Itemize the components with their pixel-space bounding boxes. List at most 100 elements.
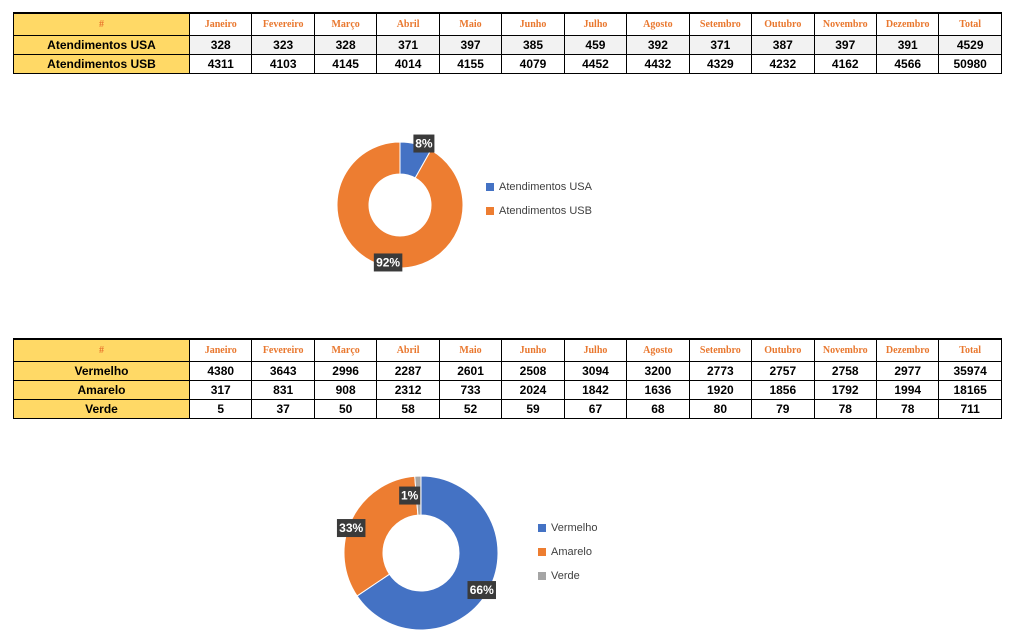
table-cell: 328	[188, 35, 253, 55]
table-cell: 908	[313, 380, 378, 400]
data-label: 1%	[399, 486, 421, 505]
table-cell: 79	[751, 399, 815, 419]
month-header: Total	[938, 12, 1002, 36]
month-header: Junho	[501, 338, 565, 362]
table-cell: 50	[313, 399, 378, 419]
donut-slice	[343, 475, 419, 597]
table-cell: 385	[501, 35, 565, 55]
table-cell: 2977	[875, 361, 940, 381]
corner-cell: #	[13, 338, 190, 362]
table-cell: 323	[251, 35, 315, 55]
table-atendimentos: # Janeiro Fevereiro Março Abril Maio Junho Julh…	[13, 12, 1002, 74]
row-label: Atendimentos USA	[13, 35, 190, 55]
data-label-badge	[373, 253, 403, 272]
legend-swatch	[538, 548, 546, 556]
month-header: Setembro	[688, 338, 753, 362]
table-cell: 2757	[751, 361, 815, 381]
month-header: Total	[938, 338, 1002, 362]
donut-chart-atendimentos: 8% 92%	[336, 134, 464, 272]
month-header: Novembro	[813, 12, 877, 36]
data-label: 33%	[336, 519, 366, 538]
row-label: Verde	[13, 399, 190, 419]
table-cell: 4311	[188, 54, 253, 74]
table-cell: 4566	[875, 54, 940, 74]
table-cell: 2996	[313, 361, 378, 381]
table-cell: 391	[875, 35, 940, 55]
month-header: Agosto	[626, 12, 690, 36]
legend-label: Verde	[551, 570, 580, 582]
donut-slice	[356, 475, 499, 631]
table-cell: 68	[626, 399, 690, 419]
month-header: Novembro	[813, 338, 877, 362]
table-cell: 2024	[501, 380, 565, 400]
table-cell: 387	[751, 35, 815, 55]
table-cell: 52	[438, 399, 503, 419]
data-label: 92%	[373, 253, 403, 272]
legend-label: Atendimentos USA	[499, 181, 592, 193]
data-label-text: 66%	[470, 583, 494, 597]
legend-item: Amarelo	[538, 540, 597, 564]
month-header: Março	[313, 12, 378, 36]
table-cell: 37	[251, 399, 315, 419]
table-cell: 1994	[875, 380, 940, 400]
table-cell: 371	[688, 35, 753, 55]
month-header: Janeiro	[188, 338, 253, 362]
table-cell: 711	[938, 399, 1002, 419]
table-cell: 59	[501, 399, 565, 419]
data-label-badge	[413, 134, 435, 153]
donut-chart-cores: 66% 33% 1%	[336, 475, 499, 631]
table-cell: 2601	[438, 361, 503, 381]
table-row: Verde 5 37 50 58 52 59 67 68 80 79 78 78 711	[13, 399, 1002, 419]
table-cell: 2312	[376, 380, 440, 400]
table-cell: 4380	[188, 361, 253, 381]
table-cell: 4155	[438, 54, 503, 74]
month-header: Dezembro	[875, 12, 940, 36]
table-cores: # Janeiro Fevereiro Março Abril Maio Junho Julh…	[13, 338, 1002, 419]
table-cell: 4329	[688, 54, 753, 74]
data-label-badge	[336, 519, 366, 538]
table-cell: 328	[313, 35, 378, 55]
table-cell: 2773	[688, 361, 753, 381]
month-header: Maio	[438, 338, 503, 362]
legend-item: Atendimentos USB	[486, 199, 592, 223]
data-label-text: 1%	[401, 489, 419, 503]
table-cell: 3094	[563, 361, 628, 381]
table-cell: 392	[626, 35, 690, 55]
data-label-badge	[467, 581, 496, 600]
legend-item: Verde	[538, 564, 597, 588]
table-cell: 397	[438, 35, 503, 55]
month-header: Abril	[376, 338, 440, 362]
table-cell: 459	[563, 35, 628, 55]
table-cell: 58	[376, 399, 440, 419]
month-header: Agosto	[626, 338, 690, 362]
table-cell: 35974	[938, 361, 1002, 381]
month-header: Março	[313, 338, 378, 362]
row-label: Atendimentos USB	[13, 54, 190, 74]
legend-label: Vermelho	[551, 522, 598, 534]
month-header: Abril	[376, 12, 440, 36]
corner-cell: #	[13, 12, 190, 36]
legend-swatch	[486, 183, 494, 191]
table-row: Amarelo 317 831 908 2312 733 2024 1842 1636 1920 1…	[13, 380, 1002, 400]
month-header: Julho	[563, 12, 628, 36]
data-label-badge	[399, 486, 421, 505]
month-header: Outubro	[751, 12, 815, 36]
legend-label: Amarelo	[551, 546, 592, 558]
table-cell: 4103	[251, 54, 315, 74]
table-cell: 733	[438, 380, 503, 400]
table-cell: 4162	[813, 54, 877, 74]
donut-slice	[336, 141, 464, 269]
table-row: Vermelho 4380 3643 2996 2287 2601 2508 3094 3200…	[13, 361, 1002, 381]
table-cell: 4232	[751, 54, 815, 74]
table-cell: 371	[376, 35, 440, 55]
table-cell: 4079	[501, 54, 565, 74]
data-label-text: 92%	[376, 255, 400, 269]
month-header: Fevereiro	[251, 12, 315, 36]
table-cell: 78	[875, 399, 940, 419]
table-cell: 1842	[563, 380, 628, 400]
table-cell: 2758	[813, 361, 877, 381]
table-row: Atendimentos USB 4311 4103 4145 4014 4155 4079…	[13, 54, 1002, 74]
legend-item: Atendimentos USA	[486, 175, 592, 199]
data-label-text: 8%	[415, 137, 433, 151]
table-cell: 2508	[501, 361, 565, 381]
